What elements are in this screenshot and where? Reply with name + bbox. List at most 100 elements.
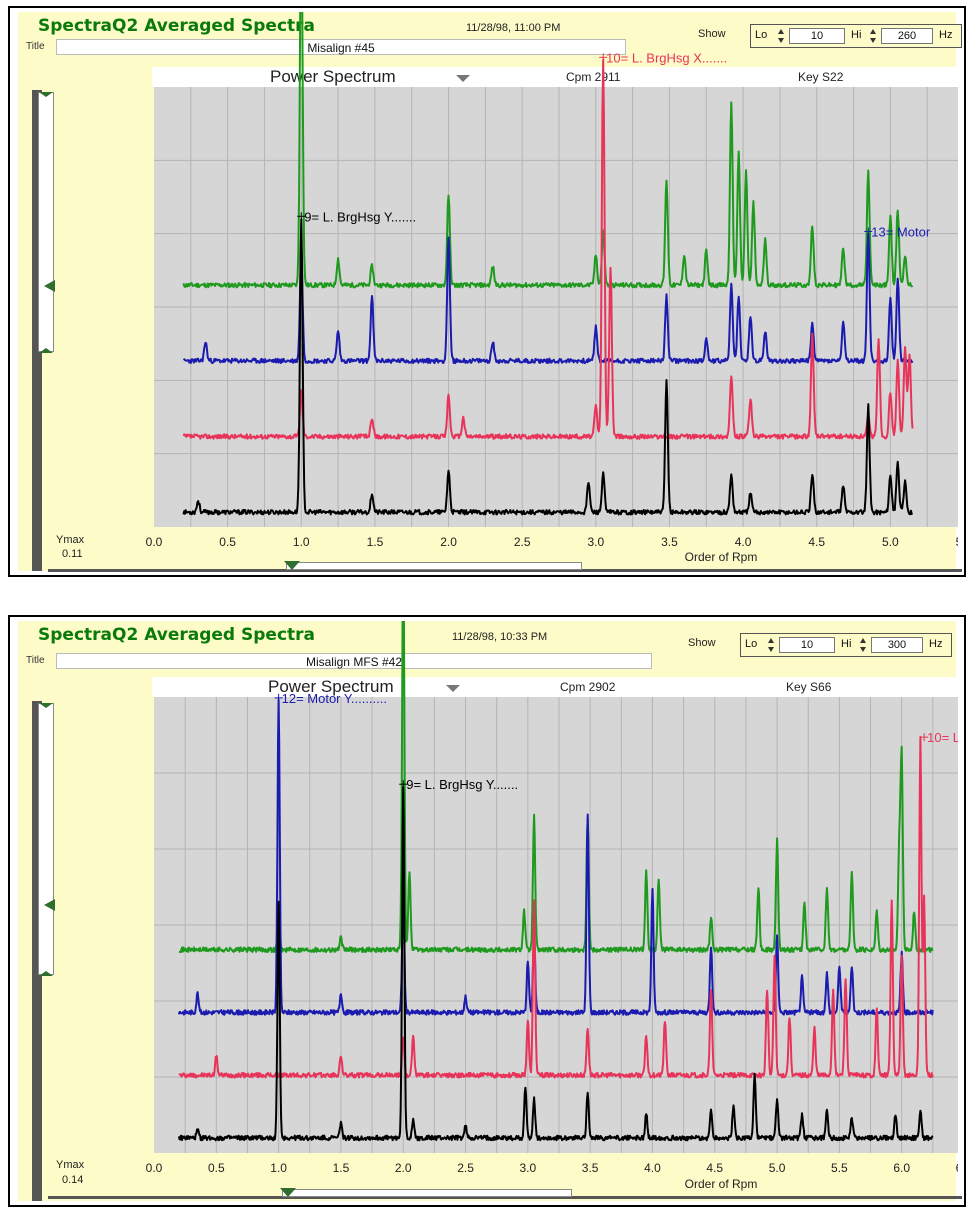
- series-line-blue: [177, 698, 934, 1016]
- bottom-strip: [48, 569, 962, 572]
- title-field[interactable]: Misalign #45: [56, 39, 626, 55]
- x-tick-label: 2.0: [395, 1161, 412, 1175]
- app-title: SpectraQ2 Averaged Spectra: [38, 16, 316, 36]
- vertical-scroll-track: [32, 701, 42, 1201]
- scroll-left-marker-icon[interactable]: [284, 561, 300, 570]
- series-line-green: [182, 12, 914, 289]
- spectrum-type-dropdown[interactable]: Power Spectrum: [270, 67, 396, 86]
- x-tick-label: 1.5: [367, 535, 384, 549]
- x-tick-label: 4.0: [644, 1161, 661, 1175]
- x-tick-label: 0.5: [208, 1161, 225, 1175]
- show-range-control: Lo 10 Hi 260 Hz: [750, 24, 962, 48]
- app-title: SpectraQ2 Averaged Spectra: [38, 625, 316, 645]
- x-tick-label: 1.0: [293, 535, 310, 549]
- x-tick-label: 6.0: [893, 1161, 910, 1175]
- series-line-black: [177, 786, 934, 1142]
- title-label: Title: [26, 655, 45, 666]
- x-axis-label: Order of Rpm: [685, 550, 758, 564]
- series-line-blue: [183, 232, 914, 365]
- show-range-control: Lo 10 Hi 300 Hz: [740, 633, 952, 657]
- timestamp: 11/28/98, 10:33 PM: [452, 631, 548, 643]
- chevron-down-icon[interactable]: [446, 685, 460, 692]
- x-tick-label: 4.5: [808, 535, 825, 549]
- unit-label: Hz: [939, 29, 953, 41]
- panel-background: SpectraQ2 Averaged Spectra 11/28/98, 10:…: [18, 621, 962, 1201]
- series-annotation: 9= L. BrgHsg Y.......: [304, 209, 416, 224]
- series-annotation: 10= L. BrgHsg X.......: [606, 50, 727, 65]
- x-tick-label: 5.5: [956, 535, 958, 549]
- x-tick-label: 4.0: [735, 535, 752, 549]
- lo-label: Lo: [755, 29, 768, 41]
- series-annotation: 12= Motor Y..........: [282, 691, 387, 706]
- lo-input[interactable]: 10: [779, 637, 835, 653]
- title-field[interactable]: Misalign MFS #42: [56, 653, 652, 669]
- show-label: Show: [698, 28, 726, 40]
- x-tick-label: 3.0: [587, 535, 604, 549]
- title-label: Title: [26, 41, 45, 52]
- lo-label: Lo: [745, 638, 758, 650]
- x-tick-label: 3.5: [661, 535, 678, 549]
- lo-spinner[interactable]: [777, 28, 785, 44]
- series-line-pink: [182, 58, 914, 440]
- spectrum-type-dropdown[interactable]: Power Spectrum: [268, 677, 394, 696]
- scroll-left-marker-icon[interactable]: [280, 1188, 296, 1197]
- x-tick-label: 0.5: [219, 535, 236, 549]
- series-line-pink: [178, 736, 934, 1079]
- x-tick-label: 2.5: [457, 1161, 474, 1175]
- lo-input[interactable]: 10: [789, 28, 845, 44]
- x-tick-label: 3.5: [582, 1161, 599, 1175]
- timestamp: 11/28/98, 11:00 PM: [466, 22, 561, 34]
- hi-input[interactable]: 260: [881, 28, 933, 44]
- x-tick-label: 2.5: [514, 535, 531, 549]
- x-tick-label: 2.0: [440, 535, 457, 549]
- show-label: Show: [688, 637, 716, 649]
- x-tick-label: 3.0: [520, 1161, 537, 1175]
- ymax-label: Ymax: [56, 534, 85, 546]
- bottom-strip: [48, 1196, 962, 1199]
- scroll-top-marker-icon[interactable]: [39, 92, 53, 97]
- panel-background: SpectraQ2 Averaged Spectra 11/28/98, 11:…: [18, 12, 962, 572]
- scroll-top-marker-icon[interactable]: [39, 703, 53, 708]
- ymax-label: Ymax: [56, 1159, 85, 1171]
- x-tick-label: 1.0: [270, 1161, 287, 1175]
- spectrum-panel-1: SpectraQ2 Averaged Spectra 11/28/98, 11:…: [8, 6, 966, 577]
- x-tick-label: 5.5: [831, 1161, 848, 1175]
- scroll-bottom-marker-icon[interactable]: [39, 971, 53, 976]
- x-tick-label: 0.0: [146, 1161, 163, 1175]
- ymax-value: 0.11: [62, 548, 83, 560]
- hi-label: Hi: [841, 638, 852, 650]
- offset-marker-icon[interactable]: [44, 280, 55, 292]
- vertical-scroll-track: [32, 90, 42, 571]
- cpm-readout: Cpm 2911: [566, 70, 621, 84]
- cpm-readout: Cpm 2902: [560, 680, 616, 694]
- x-tick-label: 4.5: [706, 1161, 723, 1175]
- x-tick-label: 6.5: [956, 1161, 958, 1175]
- spectrum-chart-1: 0.0 0.5 1.0 1.5 2.0 2.5 3.0 3.5 4.0 4.5 5.0 5.5 Orde…: [146, 12, 958, 564]
- ymax-value: 0.14: [62, 1174, 84, 1186]
- spectrum-chart-2: 0.0 0.5 1.0 1.5 2.0 2.5 3.0 3.5 4.0 4.5 5.0 5.5 6.0 6…: [146, 621, 958, 1191]
- mode-bar: [152, 677, 960, 697]
- x-tick-label: 5.0: [769, 1161, 786, 1175]
- lo-spinner[interactable]: [767, 637, 775, 653]
- x-tick-label: 0.0: [146, 535, 163, 549]
- unit-label: Hz: [929, 638, 943, 650]
- scroll-bottom-marker-icon[interactable]: [39, 348, 53, 353]
- series-annotation: 9= L. BrgHsg Y.......: [406, 777, 518, 792]
- series-annotation: 13= Motor: [871, 224, 931, 239]
- offset-marker-icon[interactable]: [44, 899, 55, 911]
- hi-spinner[interactable]: [869, 28, 877, 44]
- x-tick-label: 5.0: [882, 535, 899, 549]
- key-readout: Key S22: [798, 70, 844, 84]
- hi-label: Hi: [851, 29, 862, 41]
- hi-input[interactable]: 300: [871, 637, 923, 653]
- key-readout: Key S66: [786, 680, 832, 694]
- series-line-black: [182, 218, 913, 516]
- hi-spinner[interactable]: [859, 637, 867, 653]
- chevron-down-icon[interactable]: [456, 75, 470, 82]
- series-annotation: 10= L: [927, 730, 958, 745]
- mode-bar: [152, 67, 960, 87]
- spectrum-panel-2: SpectraQ2 Averaged Spectra 11/28/98, 10:…: [8, 615, 966, 1207]
- x-axis-label: Order of Rpm: [685, 1177, 758, 1191]
- x-tick-label: 1.5: [333, 1161, 350, 1175]
- series-line-green: [178, 621, 934, 954]
